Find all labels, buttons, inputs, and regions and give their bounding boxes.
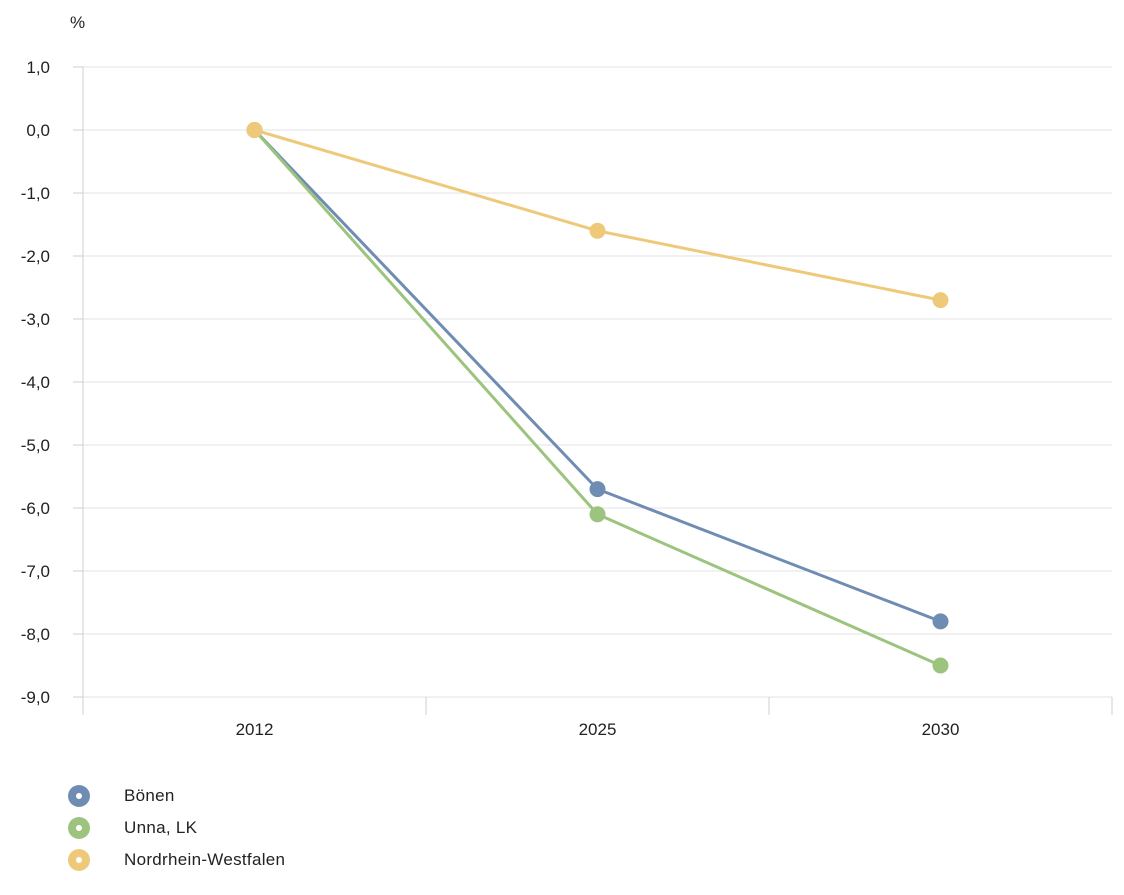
legend-label: Unna, LK <box>124 818 198 837</box>
x-tick-label: 2012 <box>236 720 274 739</box>
legend-item[interactable]: Unna, LK <box>68 812 668 844</box>
legend-item[interactable]: Nordrhein-Westfalen <box>68 844 668 876</box>
y-tick-label: -9,0 <box>21 688 50 707</box>
data-point-nordrhein-westfalen[interactable] <box>589 222 606 239</box>
y-tick-label: -2,0 <box>21 247 50 266</box>
y-tick-label: -4,0 <box>21 373 50 392</box>
y-tick-label: 1,0 <box>26 58 50 77</box>
legend-marker-icon <box>68 785 90 807</box>
chart-canvas: % 1,0 0,0 -1,0 -2,0 -3,0 -4,0 -5,0 -6,0 -7,0 -8,0 -… <box>21 13 1113 739</box>
line-chart: % 1,0 0,0 -1,0 -2,0 -3,0 -4,0 -5,0 -6,0 -7,0 -8,0 -… <box>21 13 1113 739</box>
y-tick-label: -8,0 <box>21 625 50 644</box>
y-tick-label: -7,0 <box>21 562 50 581</box>
x-tick-label: 2030 <box>922 720 960 739</box>
data-point-nordrhein-westfalen[interactable] <box>932 292 949 309</box>
legend-marker-icon <box>68 817 90 839</box>
series-line-nordrhein-westfalen <box>253 128 942 302</box>
series-line-b-nen <box>253 128 942 623</box>
y-tick-label: -6,0 <box>21 499 50 518</box>
data-point-b-nen[interactable] <box>932 613 949 630</box>
y-axis-unit-label: % <box>70 13 85 32</box>
x-tick-label: 2025 <box>579 720 617 739</box>
data-point-unna-lk[interactable] <box>589 506 606 523</box>
y-tick-label: -1,0 <box>21 184 50 203</box>
y-tick-label: -3,0 <box>21 310 50 329</box>
legend: Bönen Unna, LK Nordrhein-Westfalen <box>68 780 668 876</box>
legend-label: Nordrhein-Westfalen <box>124 850 286 869</box>
data-point-b-nen[interactable] <box>589 481 606 498</box>
legend-marker-icon <box>68 849 90 871</box>
y-tick-label: -5,0 <box>21 436 50 455</box>
legend-label: Bönen <box>124 786 175 805</box>
series-line-unna-lk <box>253 128 942 667</box>
data-point-nordrhein-westfalen[interactable] <box>246 122 263 138</box>
y-tick-label: 0,0 <box>26 121 50 140</box>
legend-item[interactable]: Bönen <box>68 780 668 812</box>
data-point-unna-lk[interactable] <box>932 657 949 674</box>
